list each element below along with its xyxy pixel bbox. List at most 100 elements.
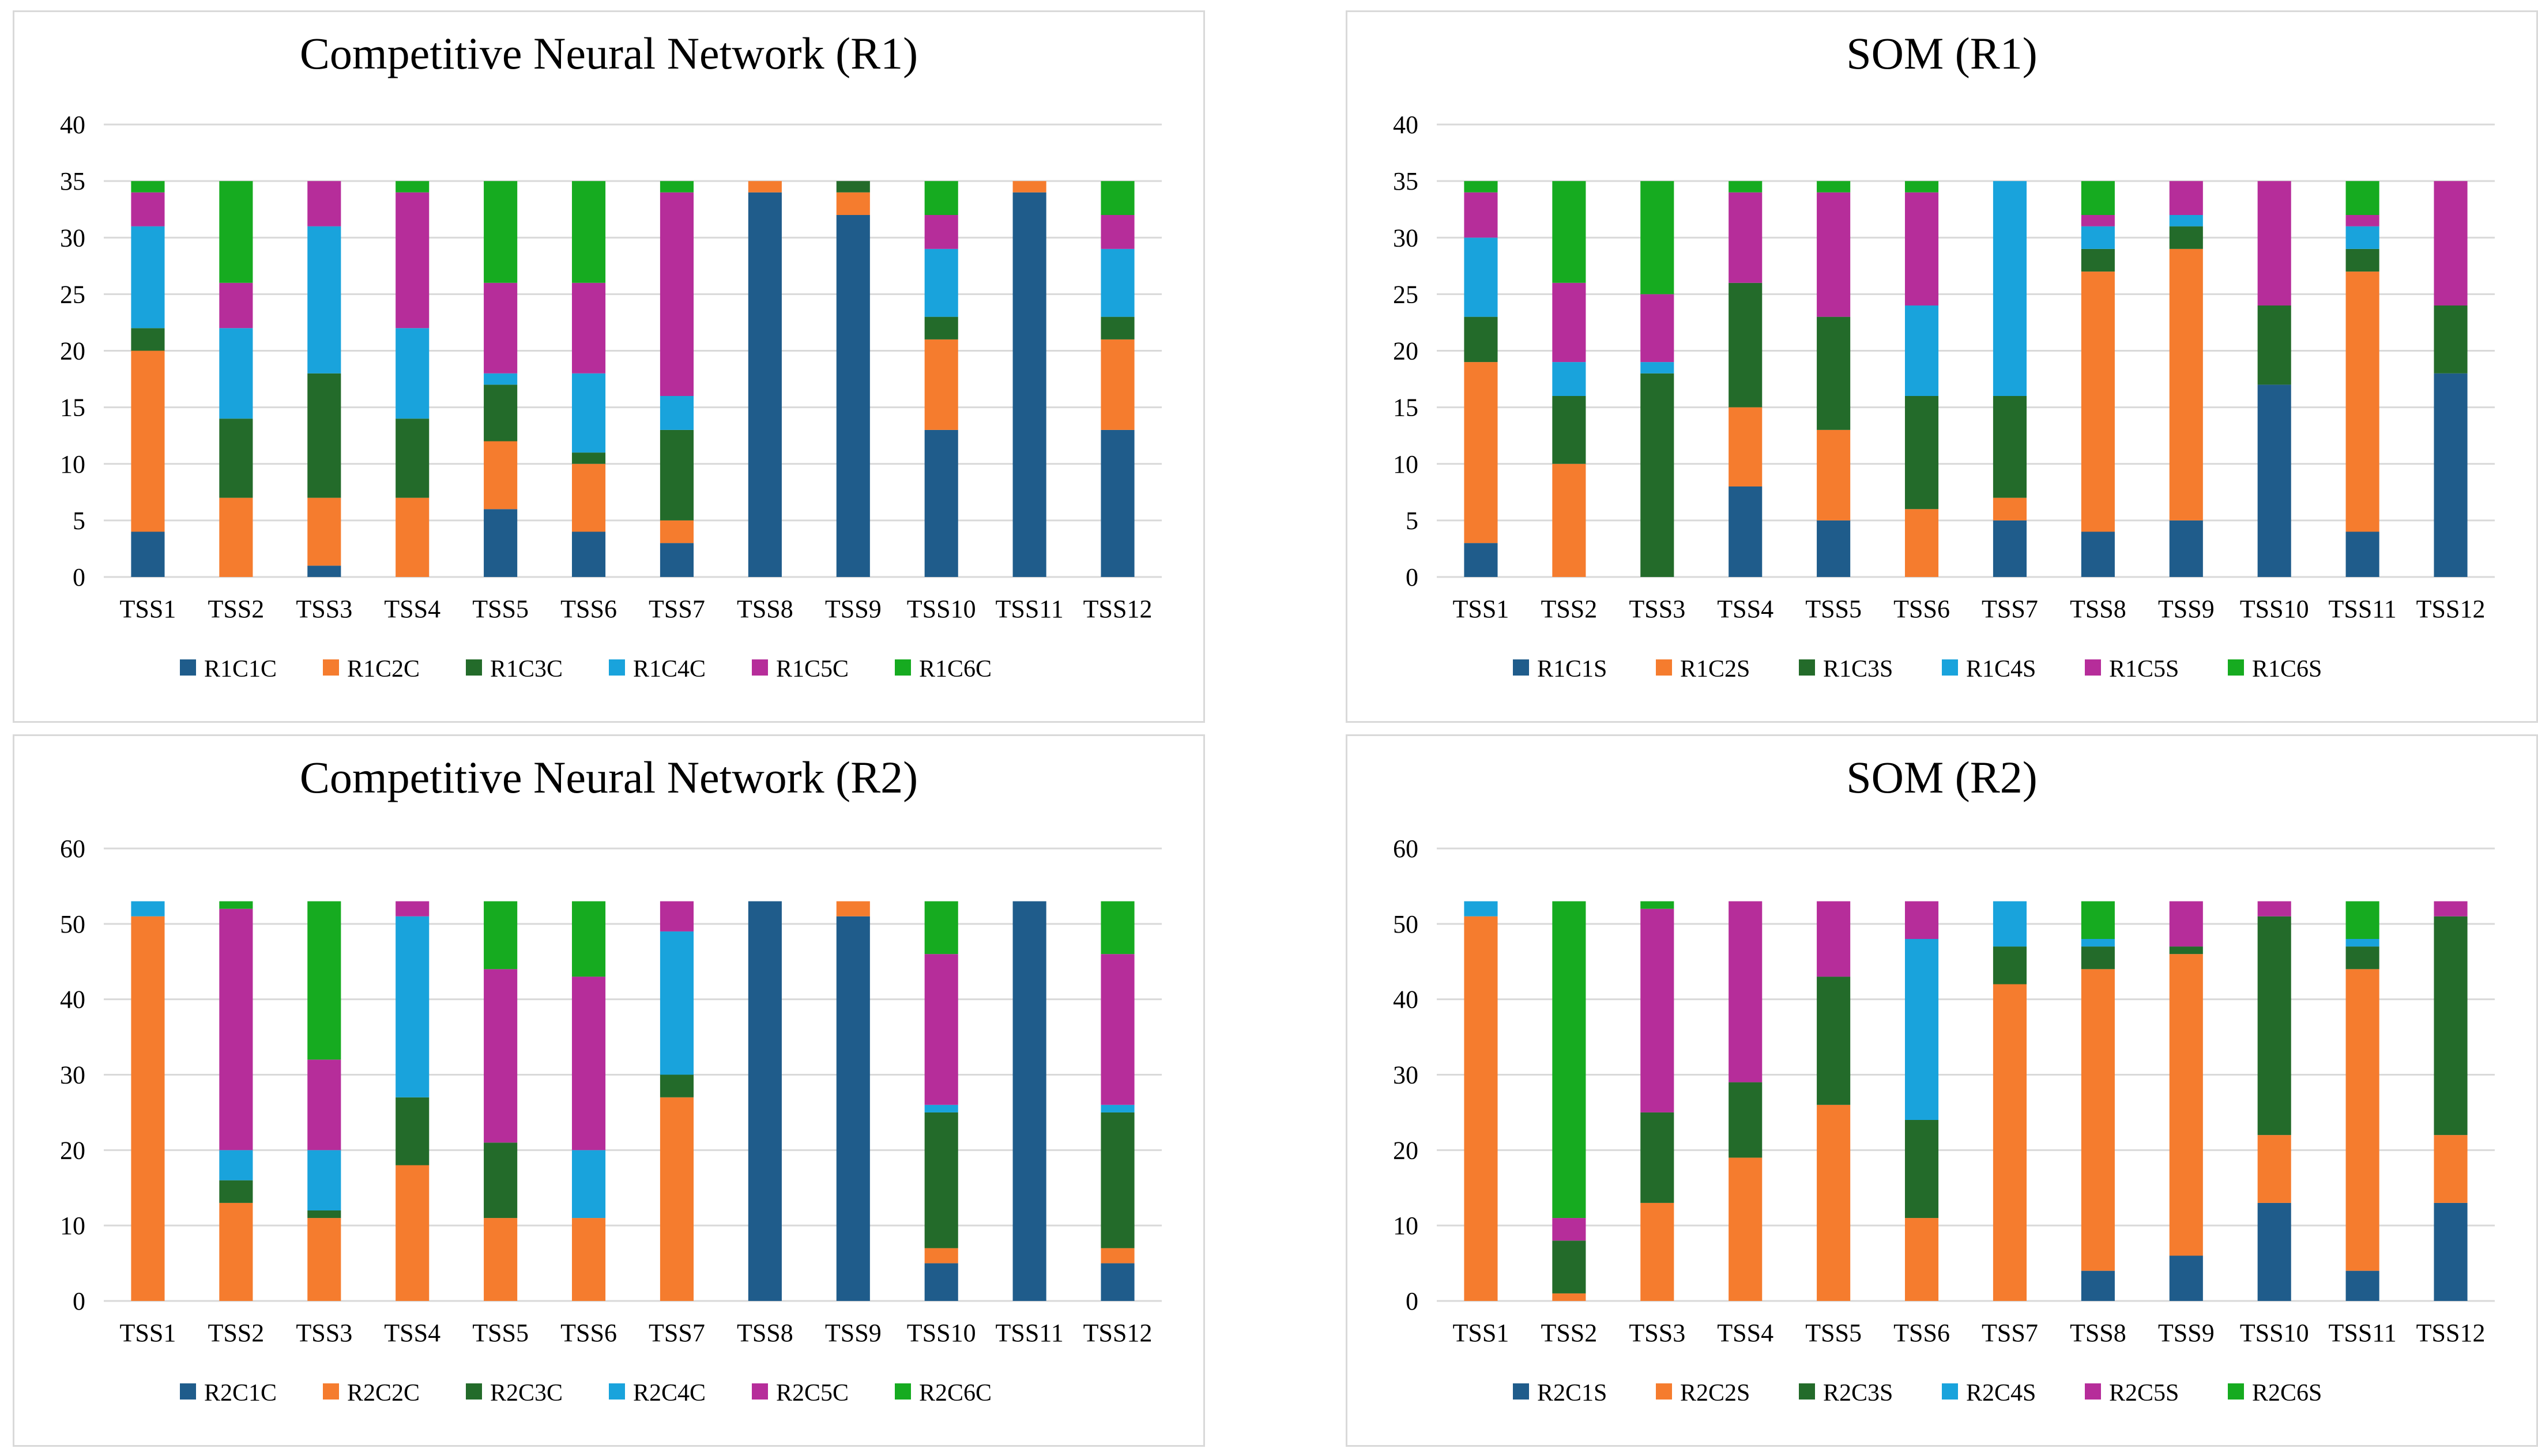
legend-swatch-r2c4s (1942, 1383, 1958, 1400)
bar-segment-r1c3s-tss10 (2257, 305, 2291, 385)
legend-label-r1c6c: R1C6C (919, 656, 992, 682)
chart-panel-cnn-r2: Competitive Neural Network (R2) 0 10 20 30 40… (13, 734, 1205, 1447)
bar-segment-r2c5c-tss10 (924, 954, 958, 1105)
bar-segment-r1c5c-tss12 (1101, 215, 1135, 249)
legend-swatch-r1c2c (323, 659, 339, 676)
bar-segment-r2c2s-tss7 (1993, 984, 2027, 1301)
bar-segment-r2c4s-tss8 (2081, 939, 2115, 947)
bar-segment-r2c3c-tss2 (219, 1180, 253, 1203)
x-tick-label: TSS7 (1982, 595, 2038, 623)
bar-segment-r2c4c-tss4 (396, 916, 430, 1097)
bar-segment-r2c5c-tss7 (660, 901, 694, 931)
x-tick-label: TSS8 (737, 595, 793, 623)
bar-segment-r1c2c-tss7 (660, 520, 694, 544)
bar-segment-r2c5s-tss12 (2434, 901, 2468, 916)
legend-swatch-r2c5c (752, 1383, 768, 1400)
bar-segment-r2c3c-tss12 (1101, 1112, 1135, 1248)
bar-segment-r2c1c-tss9 (836, 916, 870, 1301)
legend-swatch-r1c3c (466, 659, 482, 676)
y-tick-label: 0 (73, 1287, 85, 1315)
bar-segment-r1c1s-tss9 (2169, 520, 2203, 577)
x-tick-label: TSS12 (2416, 1319, 2486, 1347)
chart-cnn-r1: Competitive Neural Network (R1) 0 5 10 15 20 2… (60, 28, 1162, 682)
legend-label-r1c6s: R1C6S (2252, 656, 2322, 682)
bar-segment-r1c2s-tss9 (2169, 248, 2203, 520)
bar-segment-r1c3s-tss1 (1464, 316, 1498, 363)
bar-segment-r1c6s-tss5 (1817, 181, 1851, 193)
x-tick-label: TSS4 (1717, 1319, 1773, 1347)
bar-segment-r2c4c-tss3 (307, 1150, 341, 1210)
legend-swatch-r2c2s (1656, 1383, 1672, 1400)
bar-segment-r2c5c-tss5 (484, 969, 518, 1143)
legend-swatch-r1c3s (1799, 659, 1815, 676)
bar-segment-r1c2c-tss4 (396, 497, 430, 577)
legend-swatch-r2c6s (2228, 1383, 2244, 1400)
x-tick-label: TSS6 (560, 1319, 617, 1347)
bar-segment-r1c6s-tss8 (2081, 181, 2115, 215)
bar-segment-r1c2s-tss7 (1993, 497, 2027, 520)
y-tick-label: 30 (1393, 224, 1418, 252)
legend-label-r1c4s: R1C4S (1966, 656, 2036, 682)
x-tick-label: TSS7 (649, 595, 705, 623)
bar-segment-r1c1s-tss10 (2257, 384, 2291, 577)
bar-segment-r1c2c-tss11 (1012, 181, 1046, 193)
bar-segment-r1c5c-tss1 (131, 192, 165, 227)
bar-segment-r1c4s-tss2 (1552, 362, 1586, 396)
bar-segment-r1c3c-tss9 (836, 181, 870, 193)
y-tick-label: 20 (60, 1136, 85, 1164)
bar-segment-r1c6s-tss3 (1640, 181, 1674, 295)
bar-segment-r2c4s-tss1 (1464, 901, 1498, 916)
bar-segment-r2c5s-tss6 (1904, 901, 1939, 939)
bar-segment-r1c1c-tss12 (1101, 429, 1135, 577)
bar-segment-r2c3s-tss3 (1640, 1112, 1674, 1203)
chart-panel-cnn-r1: Competitive Neural Network (R1) 0 5 10 15 20 2… (13, 10, 1205, 723)
bar-segment-r2c2s-tss11 (2345, 969, 2379, 1271)
legend-swatch-r1c6c (895, 659, 911, 676)
legend-label-r2c2c: R2C2C (347, 1380, 420, 1406)
bar-segment-r1c6c-tss10 (924, 181, 958, 215)
legend-swatch-r2c3c (466, 1383, 482, 1400)
bar-segment-r1c6c-tss12 (1101, 181, 1135, 215)
x-tick-label: TSS7 (1982, 1319, 2038, 1347)
bar-segment-r1c2c-tss12 (1101, 339, 1135, 430)
bar-segment-r1c4c-tss6 (571, 373, 606, 453)
legend-swatch-r1c1s (1513, 659, 1529, 676)
bar-segment-r2c3s-tss6 (1904, 1120, 1939, 1219)
bar-segment-r1c1s-tss7 (1993, 520, 2027, 577)
x-tick-label: TSS6 (1893, 595, 1950, 623)
bar-segment-r1c3s-tss11 (2345, 248, 2379, 272)
bar-segment-r2c2c-tss4 (396, 1165, 430, 1301)
bar-segment-r1c2c-tss6 (571, 463, 606, 532)
bar-segment-r1c4s-tss7 (1993, 181, 2027, 396)
bar-segment-r1c2s-tss2 (1552, 463, 1586, 577)
x-tick-label: TSS8 (737, 1319, 793, 1347)
y-tick-label: 15 (1393, 394, 1418, 422)
bar-segment-r2c2c-tss6 (571, 1218, 606, 1301)
bar-segment-r1c5s-tss8 (2081, 215, 2115, 227)
bar-segment-r2c1c-tss8 (748, 901, 782, 1301)
bar-segment-r2c1s-tss10 (2257, 1202, 2291, 1301)
x-tick-label: TSS9 (2158, 1319, 2215, 1347)
bar-segment-r2c3s-tss5 (1817, 976, 1851, 1105)
x-tick-label: TSS10 (2240, 595, 2309, 623)
x-tick-label: TSS11 (2329, 1319, 2397, 1347)
bar-segment-r2c5c-tss12 (1101, 954, 1135, 1105)
bar-segment-r1c1c-tss7 (660, 543, 694, 577)
bar-segment-r1c3s-tss3 (1640, 373, 1674, 577)
x-tick-label: TSS6 (1893, 1319, 1950, 1347)
bar-segment-r1c2c-tss8 (748, 181, 782, 193)
bar-segment-r2c1s-tss11 (2345, 1270, 2379, 1301)
bar-segment-r2c5c-tss6 (571, 976, 606, 1151)
bar-segment-r1c3c-tss4 (396, 418, 430, 498)
bar-segment-r2c1c-tss10 (924, 1263, 958, 1301)
x-tick-label: TSS6 (560, 595, 617, 623)
bar-segment-r1c1c-tss1 (131, 531, 165, 577)
bar-segment-r1c5s-tss11 (2345, 215, 2379, 227)
y-tick-label: 35 (60, 167, 85, 195)
bar-segment-r1c4c-tss4 (396, 328, 430, 419)
x-tick-label: TSS2 (1541, 1319, 1597, 1347)
bar-segment-r1c3s-tss4 (1729, 282, 1763, 408)
bar-segment-r2c3s-tss9 (2169, 946, 2203, 955)
bar-segment-r1c1s-tss8 (2081, 531, 2115, 577)
bar-segment-r1c3s-tss8 (2081, 248, 2115, 272)
